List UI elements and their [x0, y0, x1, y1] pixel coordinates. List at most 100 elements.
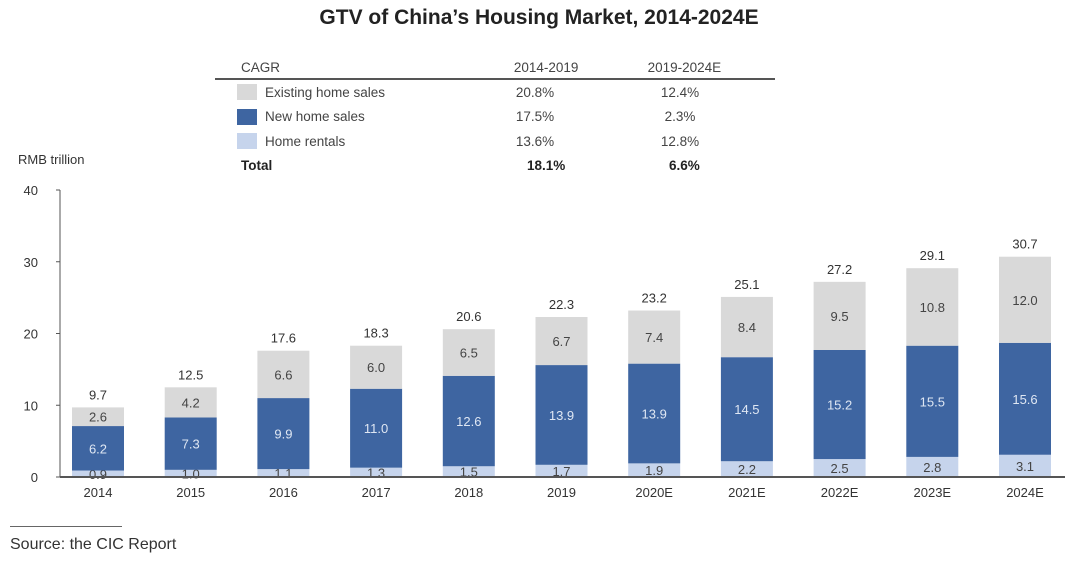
bar-segment-new-home-sales — [257, 398, 310, 470]
data-label: 10.8 — [920, 300, 945, 315]
data-label: 9.5 — [831, 309, 849, 324]
data-label: 2.8 — [923, 460, 941, 475]
cagr-value: 12.4% — [660, 84, 700, 100]
data-label: 1.7 — [552, 464, 570, 479]
data-label: 6.2 — [89, 441, 107, 456]
bar-segment-new-home-sales — [720, 357, 773, 462]
bar-segment-home-rentals — [350, 467, 403, 477]
bar-segment-home-rentals — [164, 469, 217, 477]
x-tick-label: 2018 — [454, 485, 483, 500]
bar-segment-new-home-sales — [350, 388, 403, 468]
bar-segment-new-home-sales — [813, 350, 866, 460]
bar-segment-existing-home-sales — [257, 350, 310, 399]
data-label: 14.5 — [734, 402, 759, 417]
x-tick-label: 2019 — [547, 485, 576, 500]
data-label: 3.1 — [1016, 459, 1034, 474]
bar-segment-home-rentals — [257, 469, 310, 477]
bar-segment-existing-home-sales — [164, 387, 217, 418]
data-label: 8.4 — [738, 320, 756, 335]
data-label: 11.0 — [364, 421, 388, 436]
cagr-value: 2.3% — [664, 109, 696, 125]
cagr-total-row: Total 18.1% 6.6% — [215, 154, 775, 179]
bar-segment-new-home-sales — [442, 375, 495, 467]
y-tick-label: 30 — [24, 255, 38, 270]
total-label: 9.7 — [89, 387, 107, 402]
x-tick-label: 2024E — [1006, 485, 1044, 500]
cagr-value: 18.1% — [527, 158, 566, 174]
data-label: 2.2 — [738, 462, 756, 477]
total-label: 12.5 — [178, 367, 203, 382]
data-label: 15.6 — [1012, 392, 1037, 407]
bar-segment-existing-home-sales — [535, 316, 588, 366]
data-label: 6.6 — [274, 367, 292, 382]
bar-segment-existing-home-sales — [72, 407, 124, 427]
legend-swatch-rentals — [237, 133, 257, 150]
cagr-value: 13.6% — [515, 133, 555, 149]
y-tick-label: 20 — [24, 327, 38, 342]
bar-segment-existing-home-sales — [720, 296, 773, 358]
bar-segment-new-home-sales — [72, 426, 124, 471]
bar-segment-existing-home-sales — [442, 329, 495, 376]
legend-label: New home sales — [265, 109, 365, 125]
bar-segment-home-rentals — [906, 456, 959, 477]
cagr-header: CAGR — [241, 59, 281, 75]
y-tick-label: 40 — [24, 183, 38, 198]
cagr-header-row: CAGR 2014-2019 2019-2024E — [215, 56, 775, 80]
data-label: 15.2 — [827, 398, 852, 413]
x-tick-label: 2014 — [84, 485, 113, 500]
bar-segment-existing-home-sales — [999, 256, 1051, 343]
total-label: 20.6 — [456, 309, 481, 324]
x-tick-label: 2022E — [821, 485, 859, 500]
legend-swatch-existing — [237, 84, 257, 101]
cagr-row: Existing home sales 20.8% 12.4% — [215, 80, 775, 105]
x-tick-label: 2017 — [362, 485, 391, 500]
source-note: Source: the CIC Report — [10, 536, 177, 553]
data-label: 15.5 — [920, 394, 945, 409]
x-tick-label: 2023E — [914, 485, 952, 500]
bar-segment-home-rentals — [442, 466, 495, 477]
bar-segment-home-rentals — [999, 454, 1051, 477]
cagr-value: 6.6% — [669, 158, 700, 174]
total-label: 27.2 — [827, 262, 852, 277]
data-label: 9.9 — [274, 427, 292, 442]
cagr-table: CAGR 2014-2019 2019-2024E Existing home … — [215, 56, 775, 178]
total-label: 22.3 — [549, 297, 574, 312]
legend-label: Existing home sales — [265, 84, 386, 100]
cagr-row: Home rentals 13.6% 12.8% — [215, 129, 775, 154]
y-axis-label: RMB trillion — [18, 152, 85, 167]
bar-segment-new-home-sales — [628, 363, 681, 464]
data-label: 6.5 — [460, 346, 478, 361]
source-divider — [10, 526, 122, 527]
bar-segment-existing-home-sales — [813, 281, 866, 351]
bar-segment-new-home-sales — [999, 342, 1051, 455]
total-label: 30.7 — [1012, 237, 1037, 252]
data-label: 2.5 — [831, 461, 849, 476]
data-label: 13.9 — [549, 408, 574, 423]
cagr-value: 17.5% — [515, 109, 555, 125]
bar-segment-home-rentals — [628, 463, 681, 477]
x-tick-label: 2021E — [728, 485, 766, 500]
data-label: 12.6 — [456, 414, 481, 429]
total-label: 18.3 — [363, 326, 388, 341]
data-label: 7.3 — [182, 437, 200, 452]
bar-segment-home-rentals — [72, 470, 124, 477]
bar-segment-existing-home-sales — [628, 310, 681, 364]
data-label: 2.6 — [89, 410, 107, 425]
bar-segment-new-home-sales — [906, 345, 959, 457]
period-header: 2014-2019 — [513, 59, 579, 75]
period-header: 2019-2024E — [647, 59, 722, 75]
total-label: 17.6 — [271, 331, 296, 346]
bar-segment-new-home-sales — [535, 365, 588, 465]
bar-segment-home-rentals — [813, 459, 866, 477]
data-label: 7.4 — [645, 330, 663, 345]
data-label: 6.7 — [552, 334, 570, 349]
total-label: 29.1 — [920, 248, 945, 263]
data-label: 13.9 — [642, 407, 667, 422]
cagr-value: 20.8% — [515, 84, 555, 100]
chart-title: GTV of China’s Housing Market, 2014-2024… — [319, 6, 759, 29]
bar-segment-new-home-sales — [164, 417, 217, 470]
total-label: 23.2 — [642, 291, 667, 306]
x-tick-label: 2015 — [176, 485, 205, 500]
